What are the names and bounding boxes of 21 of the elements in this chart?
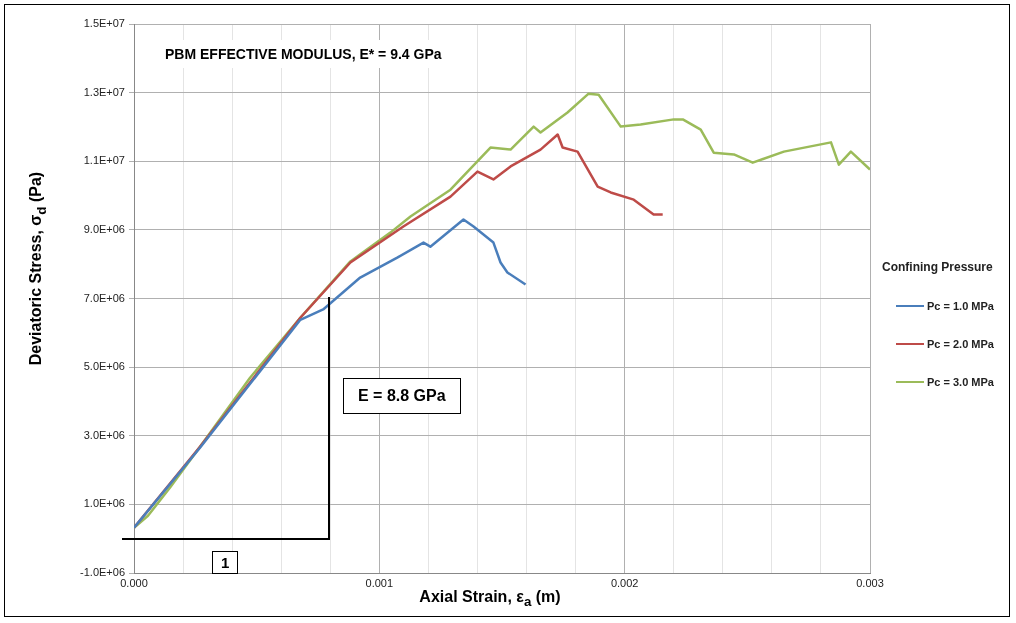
annotation: E = 8.8 GPa xyxy=(343,378,461,414)
y-tick-label: -1.0E+06 xyxy=(80,566,125,579)
legend-label: Pc = 1.0 MPa xyxy=(927,300,994,312)
x-tick-label: 0.001 xyxy=(365,576,394,589)
y-tick-label: 9.0E+06 xyxy=(83,222,125,235)
y-tick-label: 3.0E+06 xyxy=(83,428,125,441)
annotation: PBM EFFECTIVE MODULUS, E* = 9.4 GPa xyxy=(155,40,452,68)
x-tick-label: 0.003 xyxy=(856,576,884,589)
x-tick-label: 0.000 xyxy=(120,576,148,589)
y-tick-label: 1.1E+07 xyxy=(83,154,125,167)
y-tick-label: 1.0E+06 xyxy=(83,497,125,510)
legend-title: Confining Pressure xyxy=(882,260,994,274)
y-tick-label: 1.5E+07 xyxy=(83,17,125,30)
y-tick-label: 7.0E+06 xyxy=(83,291,125,304)
x-axis-title: Axial Strain, ε$_{a}$ (m) xyxy=(418,588,562,610)
legend-label: Pc = 3.0 MPa xyxy=(927,376,994,388)
annotation: 1 xyxy=(212,551,239,574)
y-tick-label: 5.0E+06 xyxy=(83,360,125,373)
y-tick-label: 1.3E+07 xyxy=(83,85,125,98)
x-tick-label: 0.002 xyxy=(610,576,639,589)
legend-label: Pc = 2.0 MPa xyxy=(927,338,994,350)
